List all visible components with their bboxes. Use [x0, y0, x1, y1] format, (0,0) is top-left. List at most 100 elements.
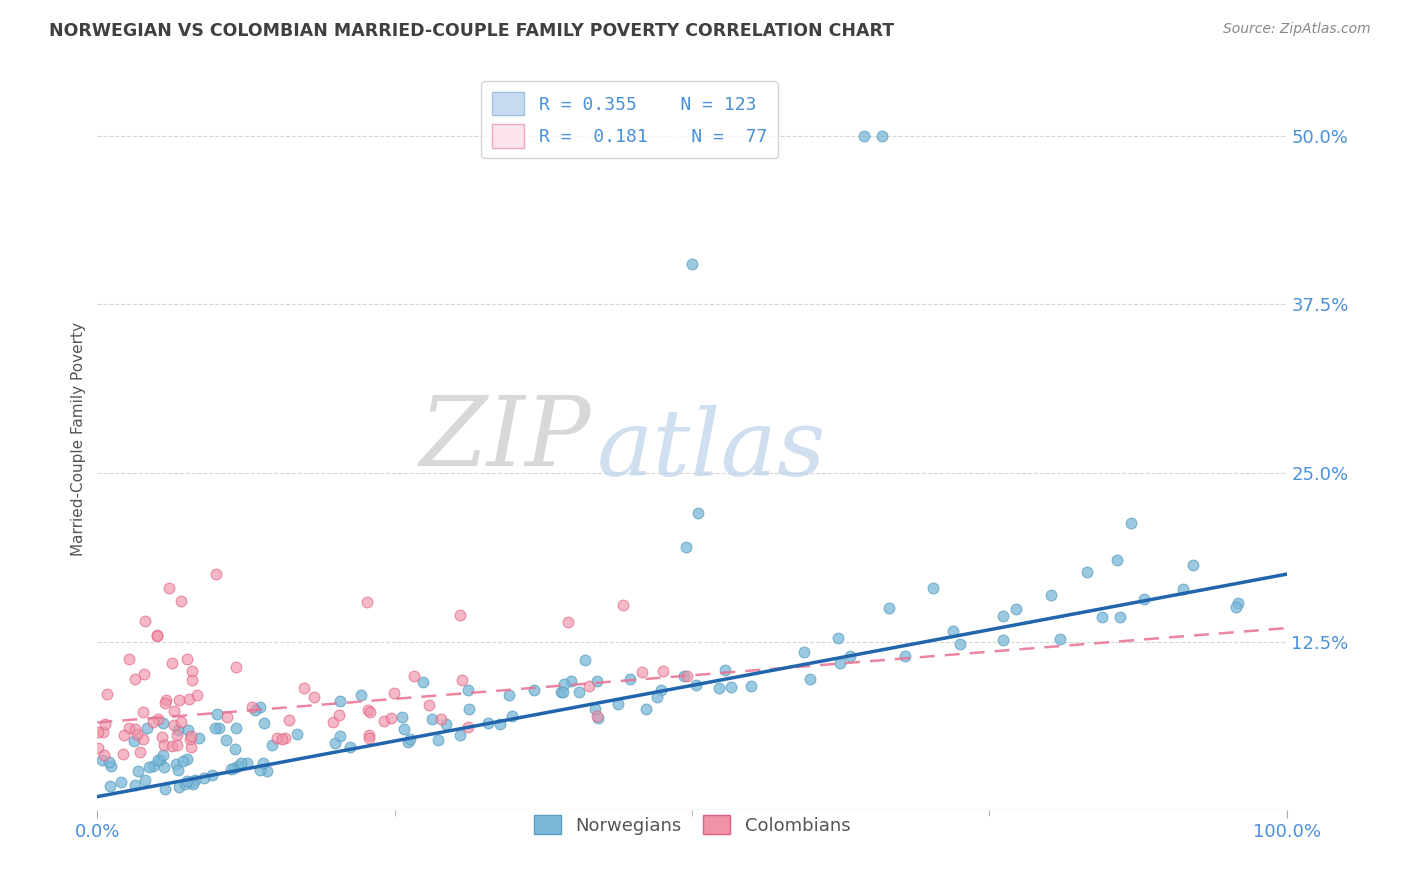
Point	[322, 715, 344, 730]
Point	[271, 731, 294, 746]
Point	[207, 721, 229, 735]
Point	[96, 688, 118, 702]
Point	[1091, 610, 1114, 624]
Point	[124, 723, 146, 737]
Point	[146, 628, 169, 642]
Point	[396, 735, 419, 749]
Point	[176, 651, 198, 665]
Point	[236, 756, 259, 770]
Point	[356, 702, 378, 716]
Point	[402, 669, 425, 683]
Point	[94, 717, 117, 731]
Point	[125, 727, 148, 741]
Point	[568, 684, 591, 698]
Point	[399, 732, 422, 747]
Point	[634, 702, 657, 716]
Point	[839, 648, 862, 663]
Point	[652, 664, 675, 678]
Point	[578, 679, 600, 693]
Text: atlas: atlas	[596, 406, 827, 495]
Point	[152, 760, 174, 774]
Point	[134, 615, 156, 629]
Point	[391, 710, 413, 724]
Point	[1227, 596, 1250, 610]
Point	[204, 721, 226, 735]
Point	[201, 767, 224, 781]
Point	[177, 692, 200, 706]
Point	[673, 669, 696, 683]
Point	[420, 712, 443, 726]
Point	[412, 675, 434, 690]
Point	[278, 713, 301, 727]
Point	[991, 633, 1014, 648]
Point	[122, 734, 145, 748]
Point	[675, 540, 697, 554]
Point	[169, 594, 191, 608]
Point	[219, 762, 242, 776]
Point	[124, 778, 146, 792]
Point	[152, 716, 174, 731]
Point	[134, 772, 156, 787]
Point	[170, 714, 193, 729]
Point	[294, 681, 316, 695]
Point	[224, 741, 246, 756]
Point	[110, 775, 132, 789]
Point	[1171, 582, 1194, 596]
Point	[155, 692, 177, 706]
Point	[740, 679, 762, 693]
Point	[392, 723, 415, 737]
Point	[167, 780, 190, 794]
Point	[256, 764, 278, 778]
Point	[1132, 592, 1154, 607]
Point	[686, 507, 709, 521]
Point	[302, 690, 325, 704]
Point	[245, 703, 267, 717]
Point	[157, 581, 180, 595]
Point	[498, 688, 520, 702]
Point	[166, 728, 188, 742]
Point	[553, 676, 575, 690]
Point	[118, 721, 141, 735]
Point	[877, 601, 900, 615]
Point	[180, 775, 202, 789]
Point	[1005, 602, 1028, 616]
Point	[138, 760, 160, 774]
Point	[645, 690, 668, 705]
Text: ZIP: ZIP	[419, 392, 591, 486]
Point	[477, 716, 499, 731]
Point	[249, 763, 271, 777]
Point	[1107, 552, 1129, 566]
Point	[1109, 610, 1132, 624]
Point	[225, 721, 247, 735]
Point	[152, 748, 174, 763]
Point	[167, 763, 190, 777]
Point	[93, 748, 115, 763]
Point	[350, 689, 373, 703]
Point	[176, 774, 198, 789]
Point	[328, 708, 350, 723]
Point	[155, 782, 177, 797]
Point	[921, 582, 943, 596]
Point	[586, 711, 609, 725]
Point	[225, 660, 247, 674]
Point	[153, 696, 176, 710]
Point	[1181, 558, 1204, 572]
Point	[163, 704, 186, 718]
Point	[457, 720, 479, 734]
Point	[382, 686, 405, 700]
Point	[135, 721, 157, 735]
Point	[551, 685, 574, 699]
Point	[172, 754, 194, 768]
Text: NORWEGIAN VS COLOMBIAN MARRIED-COUPLE FAMILY POVERTY CORRELATION CHART: NORWEGIAN VS COLOMBIAN MARRIED-COUPLE FA…	[49, 22, 894, 40]
Point	[124, 672, 146, 686]
Point	[449, 729, 471, 743]
Point	[179, 732, 201, 747]
Point	[451, 673, 474, 687]
Point	[799, 673, 821, 687]
Point	[1119, 516, 1142, 530]
Point	[949, 637, 972, 651]
Point	[675, 668, 697, 682]
Point	[160, 656, 183, 670]
Point	[828, 656, 851, 670]
Point	[152, 738, 174, 752]
